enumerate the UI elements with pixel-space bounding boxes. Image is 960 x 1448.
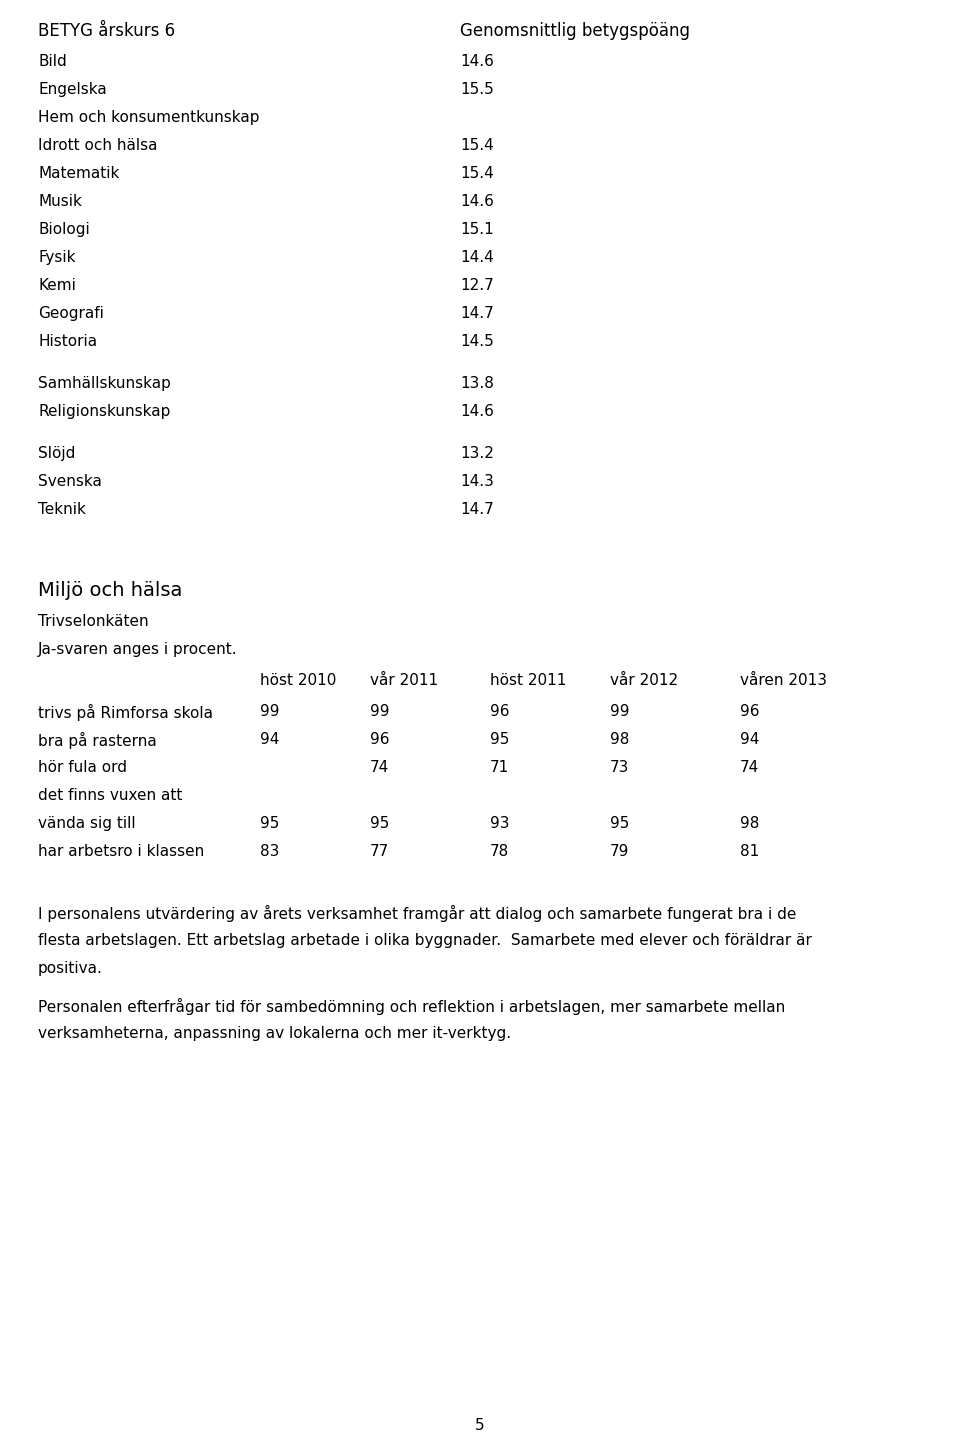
Text: Matematik: Matematik xyxy=(38,167,119,181)
Text: Personalen efterfrågar tid för sambedömning och reflektion i arbetslagen, mer sa: Personalen efterfrågar tid för sambedömn… xyxy=(38,998,785,1015)
Text: det finns vuxen att: det finns vuxen att xyxy=(38,788,182,802)
Text: Bild: Bild xyxy=(38,54,67,70)
Text: Genomsnittlig betygspöäng: Genomsnittlig betygspöäng xyxy=(460,22,690,41)
Text: 98: 98 xyxy=(610,731,630,747)
Text: 12.7: 12.7 xyxy=(460,278,493,292)
Text: 83: 83 xyxy=(260,844,279,859)
Text: Teknik: Teknik xyxy=(38,502,85,517)
Text: har arbetsro i klassen: har arbetsro i klassen xyxy=(38,844,204,859)
Text: 13.2: 13.2 xyxy=(460,446,493,462)
Text: Trivselonkäten: Trivselonkäten xyxy=(38,614,149,630)
Text: Hem och konsumentkunskap: Hem och konsumentkunskap xyxy=(38,110,259,125)
Text: 14.3: 14.3 xyxy=(460,473,493,489)
Text: höst 2011: höst 2011 xyxy=(490,673,566,688)
Text: I personalens utvärdering av årets verksamhet framgår att dialog och samarbete f: I personalens utvärdering av årets verks… xyxy=(38,905,797,922)
Text: BETYG årskurs 6: BETYG årskurs 6 xyxy=(38,22,175,41)
Text: 71: 71 xyxy=(490,760,509,775)
Text: Musik: Musik xyxy=(38,194,82,209)
Text: 14.6: 14.6 xyxy=(460,404,493,420)
Text: Engelska: Engelska xyxy=(38,83,107,97)
Text: 74: 74 xyxy=(370,760,389,775)
Text: Ja-svaren anges i procent.: Ja-svaren anges i procent. xyxy=(38,643,238,657)
Text: Biologi: Biologi xyxy=(38,222,89,237)
Text: 95: 95 xyxy=(370,815,390,831)
Text: hör fula ord: hör fula ord xyxy=(38,760,127,775)
Text: Svenska: Svenska xyxy=(38,473,102,489)
Text: Kemi: Kemi xyxy=(38,278,76,292)
Text: Geografi: Geografi xyxy=(38,306,104,321)
Text: 15.4: 15.4 xyxy=(460,167,493,181)
Text: 13.8: 13.8 xyxy=(460,376,493,391)
Text: 99: 99 xyxy=(260,704,279,718)
Text: Samhällskunskap: Samhällskunskap xyxy=(38,376,171,391)
Text: vända sig till: vända sig till xyxy=(38,815,135,831)
Text: 14.5: 14.5 xyxy=(460,334,493,349)
Text: 99: 99 xyxy=(370,704,390,718)
Text: verksamheterna, anpassning av lokalerna och mer it-verktyg.: verksamheterna, anpassning av lokalerna … xyxy=(38,1025,511,1041)
Text: Slöjd: Slöjd xyxy=(38,446,76,462)
Text: 95: 95 xyxy=(490,731,510,747)
Text: Fysik: Fysik xyxy=(38,251,76,265)
Text: Idrott och hälsa: Idrott och hälsa xyxy=(38,138,157,153)
Text: trivs på Rimforsa skola: trivs på Rimforsa skola xyxy=(38,704,213,721)
Text: 15.1: 15.1 xyxy=(460,222,493,237)
Text: 14.6: 14.6 xyxy=(460,54,493,70)
Text: 77: 77 xyxy=(370,844,389,859)
Text: vår 2012: vår 2012 xyxy=(610,673,678,688)
Text: 14.4: 14.4 xyxy=(460,251,493,265)
Text: höst 2010: höst 2010 xyxy=(260,673,336,688)
Text: 98: 98 xyxy=(740,815,759,831)
Text: vår 2011: vår 2011 xyxy=(370,673,438,688)
Text: 96: 96 xyxy=(490,704,510,718)
Text: 95: 95 xyxy=(610,815,630,831)
Text: 14.7: 14.7 xyxy=(460,502,493,517)
Text: 14.7: 14.7 xyxy=(460,306,493,321)
Text: 99: 99 xyxy=(610,704,630,718)
Text: 15.4: 15.4 xyxy=(460,138,493,153)
Text: 94: 94 xyxy=(740,731,759,747)
Text: 78: 78 xyxy=(490,844,509,859)
Text: 94: 94 xyxy=(260,731,279,747)
Text: 93: 93 xyxy=(490,815,510,831)
Text: 14.6: 14.6 xyxy=(460,194,493,209)
Text: Miljö och hälsa: Miljö och hälsa xyxy=(38,581,182,599)
Text: positiva.: positiva. xyxy=(38,961,103,976)
Text: Religionskunskap: Religionskunskap xyxy=(38,404,170,420)
Text: bra på rasterna: bra på rasterna xyxy=(38,731,156,749)
Text: 73: 73 xyxy=(610,760,630,775)
Text: våren 2013: våren 2013 xyxy=(740,673,827,688)
Text: 79: 79 xyxy=(610,844,630,859)
Text: flesta arbetslagen. Ett arbetslag arbetade i olika byggnader.  Samarbete med ele: flesta arbetslagen. Ett arbetslag arbeta… xyxy=(38,934,812,948)
Text: 74: 74 xyxy=(740,760,759,775)
Text: 96: 96 xyxy=(370,731,390,747)
Text: 95: 95 xyxy=(260,815,279,831)
Text: 5: 5 xyxy=(475,1418,485,1434)
Text: Historia: Historia xyxy=(38,334,97,349)
Text: 81: 81 xyxy=(740,844,759,859)
Text: 96: 96 xyxy=(740,704,759,718)
Text: 15.5: 15.5 xyxy=(460,83,493,97)
